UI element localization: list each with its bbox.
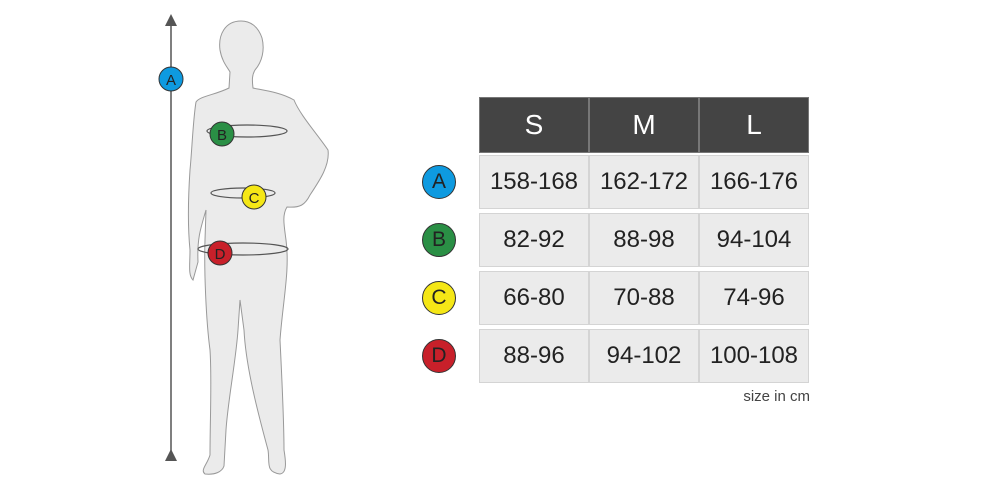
chest-measure-line — [206, 124, 288, 138]
svg-text:D: D — [215, 246, 226, 263]
marker-d: D — [207, 240, 233, 266]
table-cell: 94-102 — [589, 329, 699, 383]
table-cell: 94-104 — [699, 213, 809, 267]
marker-c: C — [241, 184, 267, 210]
svg-text:A: A — [166, 72, 176, 89]
size-header-l: L — [699, 97, 809, 153]
table-cell: 88-96 — [479, 329, 589, 383]
table-cell: 162-172 — [589, 155, 699, 209]
table-cell: 82-92 — [479, 213, 589, 267]
table-cell: 74-96 — [699, 271, 809, 325]
table-cell: 66-80 — [479, 271, 589, 325]
table-cell: 100-108 — [699, 329, 809, 383]
size-header-m: M — [589, 97, 699, 153]
table-cell: 88-98 — [589, 213, 699, 267]
table-cell: 70-88 — [589, 271, 699, 325]
marker-a: A — [158, 66, 184, 92]
unit-note: size in cm — [743, 388, 810, 405]
table-cell: 166-176 — [699, 155, 809, 209]
marker-b: B — [209, 121, 235, 147]
hip-measure-line — [197, 242, 289, 256]
row-badge-b: B — [422, 223, 456, 257]
row-badge-c: C — [422, 281, 456, 315]
svg-text:B: B — [217, 127, 227, 144]
row-badge-d: D — [422, 339, 456, 373]
size-header-s: S — [479, 97, 589, 153]
svg-text:C: C — [249, 190, 260, 207]
row-badge-a: A — [422, 165, 456, 199]
table-cell: 158-168 — [479, 155, 589, 209]
body-figure: A B C D — [158, 14, 329, 475]
